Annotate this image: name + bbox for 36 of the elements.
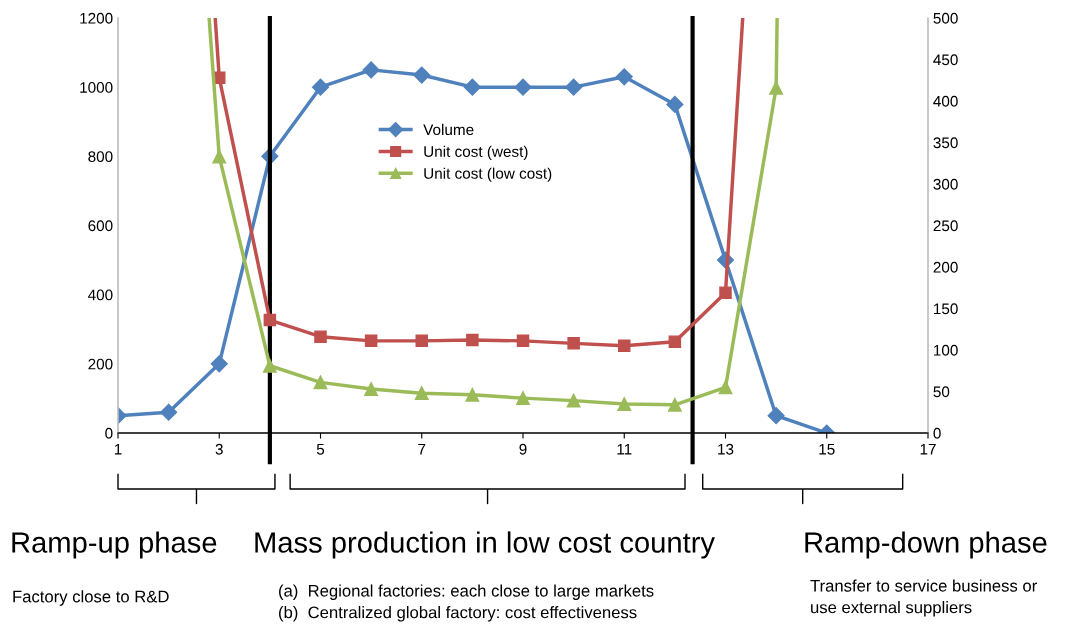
y2-tick-label: 150 (934, 303, 958, 315)
text: Ramp-down phase (805, 531, 1047, 559)
y-tick-label: 200 (88, 358, 113, 370)
x-tick-label: 7 (418, 443, 426, 455)
y-tick-label: 0 (105, 427, 113, 439)
x-tick-label: 17 (920, 443, 936, 455)
x-tick-label: 11 (617, 443, 632, 455)
y2-tick-label: 0 (933, 427, 941, 439)
y2-tick-label: 350 (933, 137, 958, 149)
y2-tick-label: 300 (933, 178, 958, 190)
text: Ramp-up phase (12, 531, 217, 559)
y-tick-label: 400 (88, 289, 113, 301)
y2-tick-label: 200 (933, 261, 958, 273)
legend-label: Unit cost (low cost) (424, 167, 552, 182)
y2-tick-label: 250 (933, 220, 958, 232)
y2-tick-label: 500 (933, 12, 958, 24)
y2-tick-label: 400 (933, 95, 958, 107)
y2-tick-label: 50 (933, 386, 950, 398)
y2-tick-label: 450 (933, 54, 958, 66)
x-tick-label: 9 (519, 443, 527, 455)
text: (a) Regional factories: each close to large markets (b) Centralized global factory: cost effectiveness (279, 584, 654, 622)
x-tick-label: 13 (718, 443, 734, 455)
y-tick-label: 800 (88, 151, 113, 163)
x-tick-label: 1 (114, 443, 122, 455)
y2-tick-label: 100 (934, 344, 958, 356)
x-tick-label: 5 (316, 443, 325, 455)
y-tick-label: 1200 (80, 12, 113, 24)
x-tick-label: 15 (819, 443, 835, 455)
legend-label: Unit cost (west) (424, 145, 528, 160)
y-tick-label: 1000 (80, 82, 113, 93)
text: Transfer to service business or use external suppliers (810, 579, 1037, 617)
text: Factory close to R&D (13, 590, 169, 606)
y-tick-label: 600 (88, 220, 113, 232)
x-tick-label: 3 (215, 443, 223, 455)
legend-label: Volume (423, 123, 474, 136)
text: Mass production in low cost country (255, 531, 715, 559)
